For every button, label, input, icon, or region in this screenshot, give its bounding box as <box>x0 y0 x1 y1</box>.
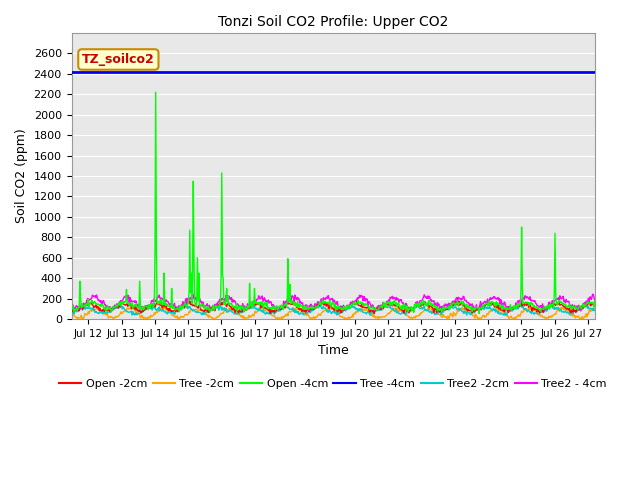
Title: Tonzi Soil CO2 Profile: Upper CO2: Tonzi Soil CO2 Profile: Upper CO2 <box>218 15 448 29</box>
Legend: Open -2cm, Tree -2cm, Open -4cm, Tree -4cm, Tree2 -2cm, Tree2 - 4cm: Open -2cm, Tree -2cm, Open -4cm, Tree -4… <box>55 375 611 394</box>
Text: TZ_soilco2: TZ_soilco2 <box>82 53 155 66</box>
Y-axis label: Soil CO2 (ppm): Soil CO2 (ppm) <box>15 129 28 223</box>
X-axis label: Time: Time <box>317 344 348 357</box>
